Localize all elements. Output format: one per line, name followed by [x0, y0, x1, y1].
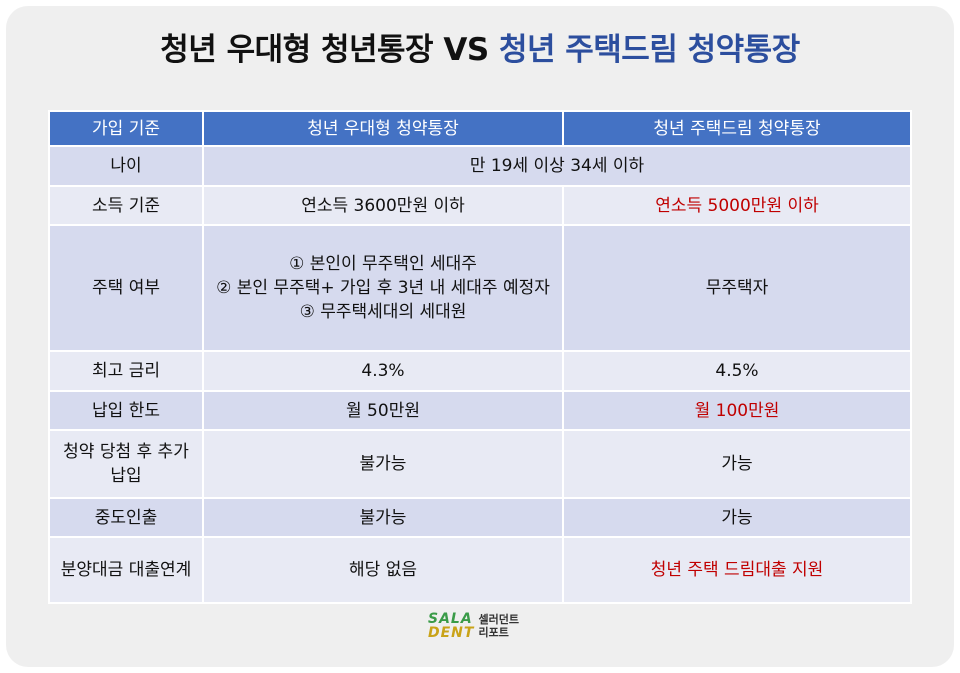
cell: 연소득 5000만원 이하 — [562, 185, 912, 226]
cell: 가능 — [562, 429, 912, 499]
header-cell: 청년 우대형 청약통장 — [202, 110, 564, 147]
cell: 가능 — [562, 497, 912, 538]
cell: 불가능 — [202, 429, 564, 499]
brand-text: 셀러던트 — [478, 613, 519, 626]
logo-text: DENT — [428, 625, 475, 641]
row-label: 분양대금 대출연계 — [48, 536, 204, 604]
row: 중도인출 불가능 가능 — [48, 497, 912, 538]
row: 청약 당첨 후 추가납입 불가능 가능 — [48, 429, 912, 499]
cell-line: ③ 무주택세대의 세대원 — [299, 302, 467, 322]
cell: 만 19세 이상 34세 이하 — [202, 145, 912, 187]
cell: 무주택자 — [562, 224, 912, 352]
row: 나이 만 19세 이상 34세 이하 — [48, 145, 912, 187]
footer-logo: SALA DENT 셀러던트 리포트 — [428, 612, 519, 640]
title-highlight: 청년 주택드림 청약통장 — [498, 32, 800, 68]
cell-line: ② 본인 무주택+ 가입 후 3년 내 세대주 예정자 — [216, 278, 550, 298]
row-label: 소득 기준 — [48, 185, 204, 226]
header-cell: 가입 기준 — [48, 110, 204, 147]
cell-line: ① 본인이 무주택인 세대주 — [289, 254, 477, 274]
row-label: 납입 한도 — [48, 390, 204, 431]
cell: 해당 없음 — [202, 536, 564, 604]
row-label: 주택 여부 — [48, 224, 204, 352]
cell: 월 50만원 — [202, 390, 564, 431]
row-label: 나이 — [48, 145, 204, 187]
comparison-table: 가입 기준 청년 우대형 청약통장 청년 주택드림 청약통장 나이 만 19세 이… — [48, 110, 912, 604]
row: 주택 여부 ① 본인이 무주택인 세대주 ② 본인 무주택+ 가입 후 3년 내… — [48, 224, 912, 352]
row: 분양대금 대출연계 해당 없음 청년 주택 드림대출 지원 — [48, 536, 912, 604]
logo-mark: SALA DENT — [428, 612, 474, 640]
logo-text: SALA — [428, 611, 473, 627]
row: 납입 한도 월 50만원 월 100만원 — [48, 390, 912, 431]
header-row: 가입 기준 청년 우대형 청약통장 청년 주택드림 청약통장 — [48, 110, 912, 147]
brand-name: 셀러던트 리포트 — [478, 613, 518, 639]
cell: 4.3% — [202, 350, 564, 392]
row: 최고 금리 4.3% 4.5% — [48, 350, 912, 392]
title-main: 청년 우대형 청년통장 VS — [160, 32, 489, 68]
cell: 청년 주택 드림대출 지원 — [562, 536, 912, 604]
header-cell: 청년 주택드림 청약통장 — [562, 110, 912, 147]
cell: 월 100만원 — [562, 390, 912, 431]
row-label: 중도인출 — [48, 497, 204, 538]
row-label: 청약 당첨 후 추가납입 — [48, 429, 204, 499]
title: 청년 우대형 청년통장 VS 청년 주택드림 청약통장 — [0, 24, 960, 69]
row-label: 최고 금리 — [48, 350, 204, 392]
row: 소득 기준 연소득 3600만원 이하 연소득 5000만원 이하 — [48, 185, 912, 226]
cell: 연소득 3600만원 이하 — [202, 185, 564, 226]
cell: 불가능 — [202, 497, 564, 538]
cell: ① 본인이 무주택인 세대주 ② 본인 무주택+ 가입 후 3년 내 세대주 예… — [202, 224, 564, 352]
brand-text: 리포트 — [478, 626, 509, 639]
cell: 4.5% — [562, 350, 912, 392]
